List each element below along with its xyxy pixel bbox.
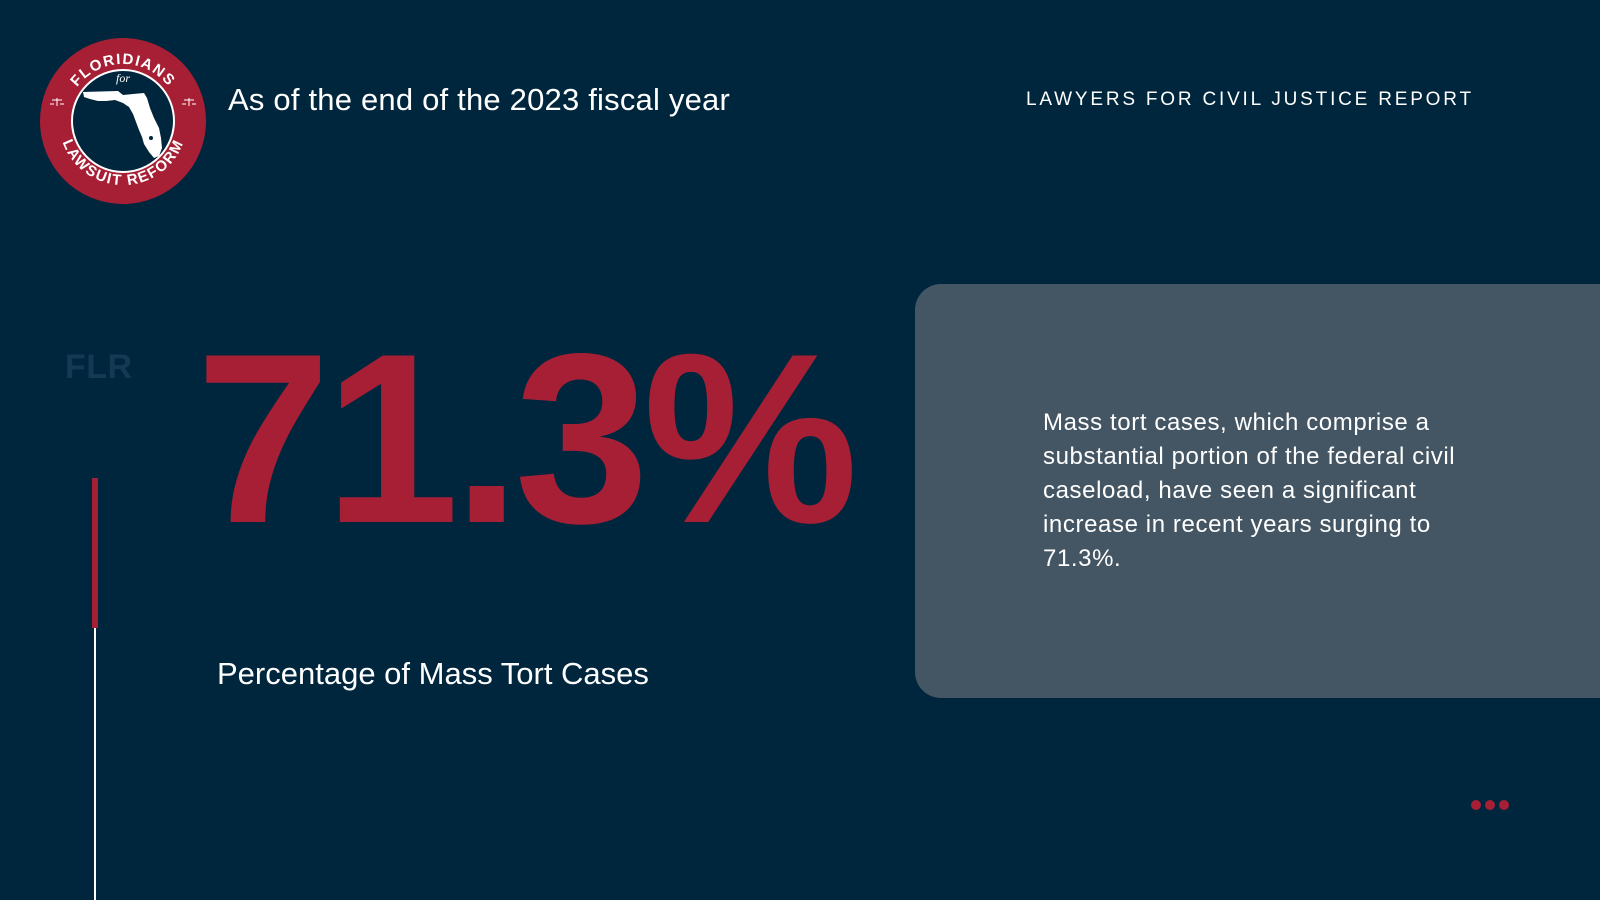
- scales-icon-left: [50, 98, 64, 106]
- description-text: Mass tort cases, which comprise a substa…: [1043, 409, 1456, 572]
- logo-middle-text: for: [116, 71, 130, 85]
- dot: [1471, 800, 1481, 810]
- dot: [1499, 800, 1509, 810]
- description-card: [915, 284, 1600, 698]
- flr-watermark: FLR: [65, 348, 133, 386]
- stat-value: 71.3%: [196, 304, 858, 574]
- page-subtitle: As of the end of the 2023 fiscal year: [228, 82, 730, 117]
- more-dots-icon: [1471, 800, 1509, 810]
- vertical-line: [94, 478, 96, 900]
- flr-logo: FLORIDIANS LAWSUIT REFORM for: [40, 38, 206, 204]
- report-label: LAWYERS FOR CIVIL JUSTICE REPORT: [1026, 89, 1474, 110]
- vertical-accent-line: [92, 478, 98, 628]
- stat-label: Percentage of Mass Tort Cases: [217, 656, 649, 691]
- florida-map-icon: [83, 91, 162, 158]
- scales-icon-right: [182, 98, 196, 106]
- dot: [1485, 800, 1495, 810]
